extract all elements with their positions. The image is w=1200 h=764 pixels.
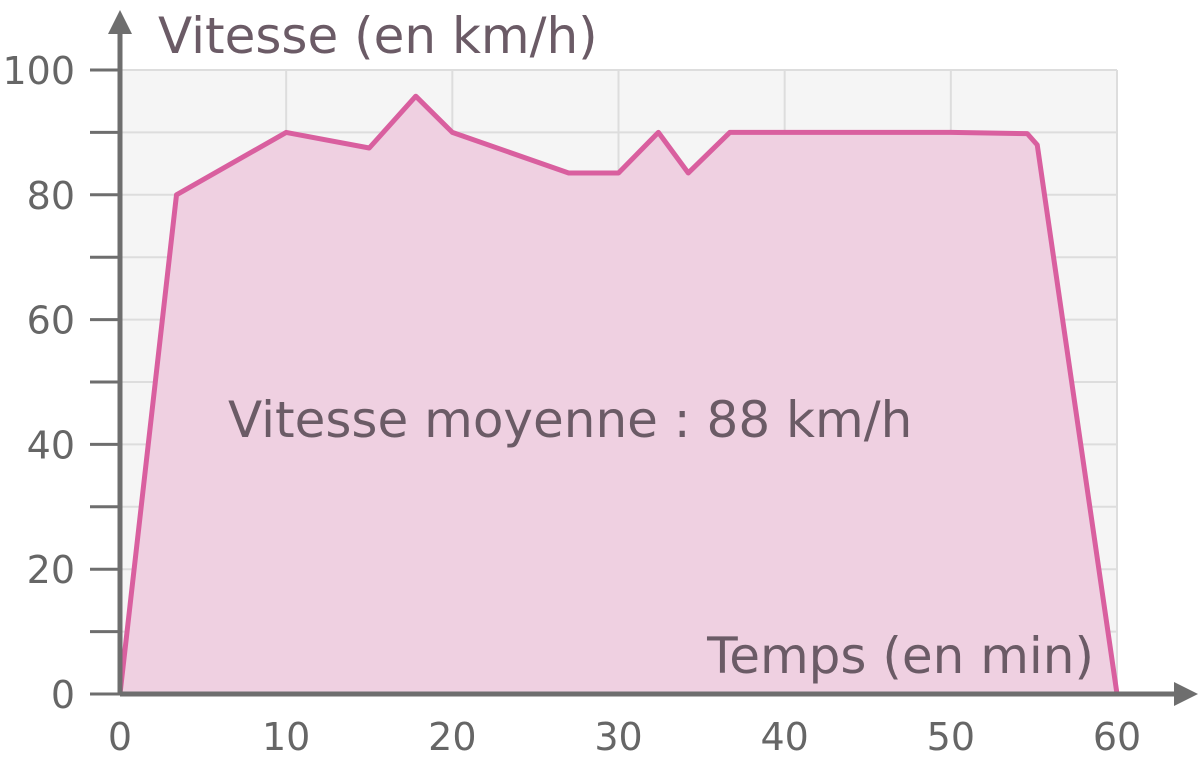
y-tick-label: 80: [27, 174, 75, 218]
x-tick-label: 0: [108, 715, 132, 759]
x-tick-label: 20: [428, 715, 476, 759]
y-tick-label: 0: [51, 673, 75, 717]
y-tick-label: 40: [27, 423, 75, 467]
x-axis-title: Temps (en min): [706, 627, 1094, 685]
speed-line: [117, 93, 1120, 695]
y-axis-title: Vitesse (en km/h): [158, 7, 598, 65]
tick-labels: 0 20 40 60 80 100 0 10 20 30 40 50 60: [2, 49, 1141, 759]
y-tick-label: 100: [2, 49, 75, 93]
axes: [90, 10, 1198, 706]
x-axis-arrow: [1174, 682, 1198, 706]
x-tick-label: 10: [262, 715, 310, 759]
x-tick-label: 60: [1093, 715, 1141, 759]
x-tick-label: 50: [927, 715, 975, 759]
y-tick-label: 60: [27, 299, 75, 343]
speed-area-fill: [120, 96, 1117, 694]
y-tick-label: 20: [27, 548, 75, 592]
x-tick-label: 40: [760, 715, 808, 759]
x-tick-label: 30: [594, 715, 642, 759]
y-axis-arrow: [108, 10, 132, 34]
average-speed-annotation: Vitesse moyenne : 88 km/h: [228, 391, 912, 449]
